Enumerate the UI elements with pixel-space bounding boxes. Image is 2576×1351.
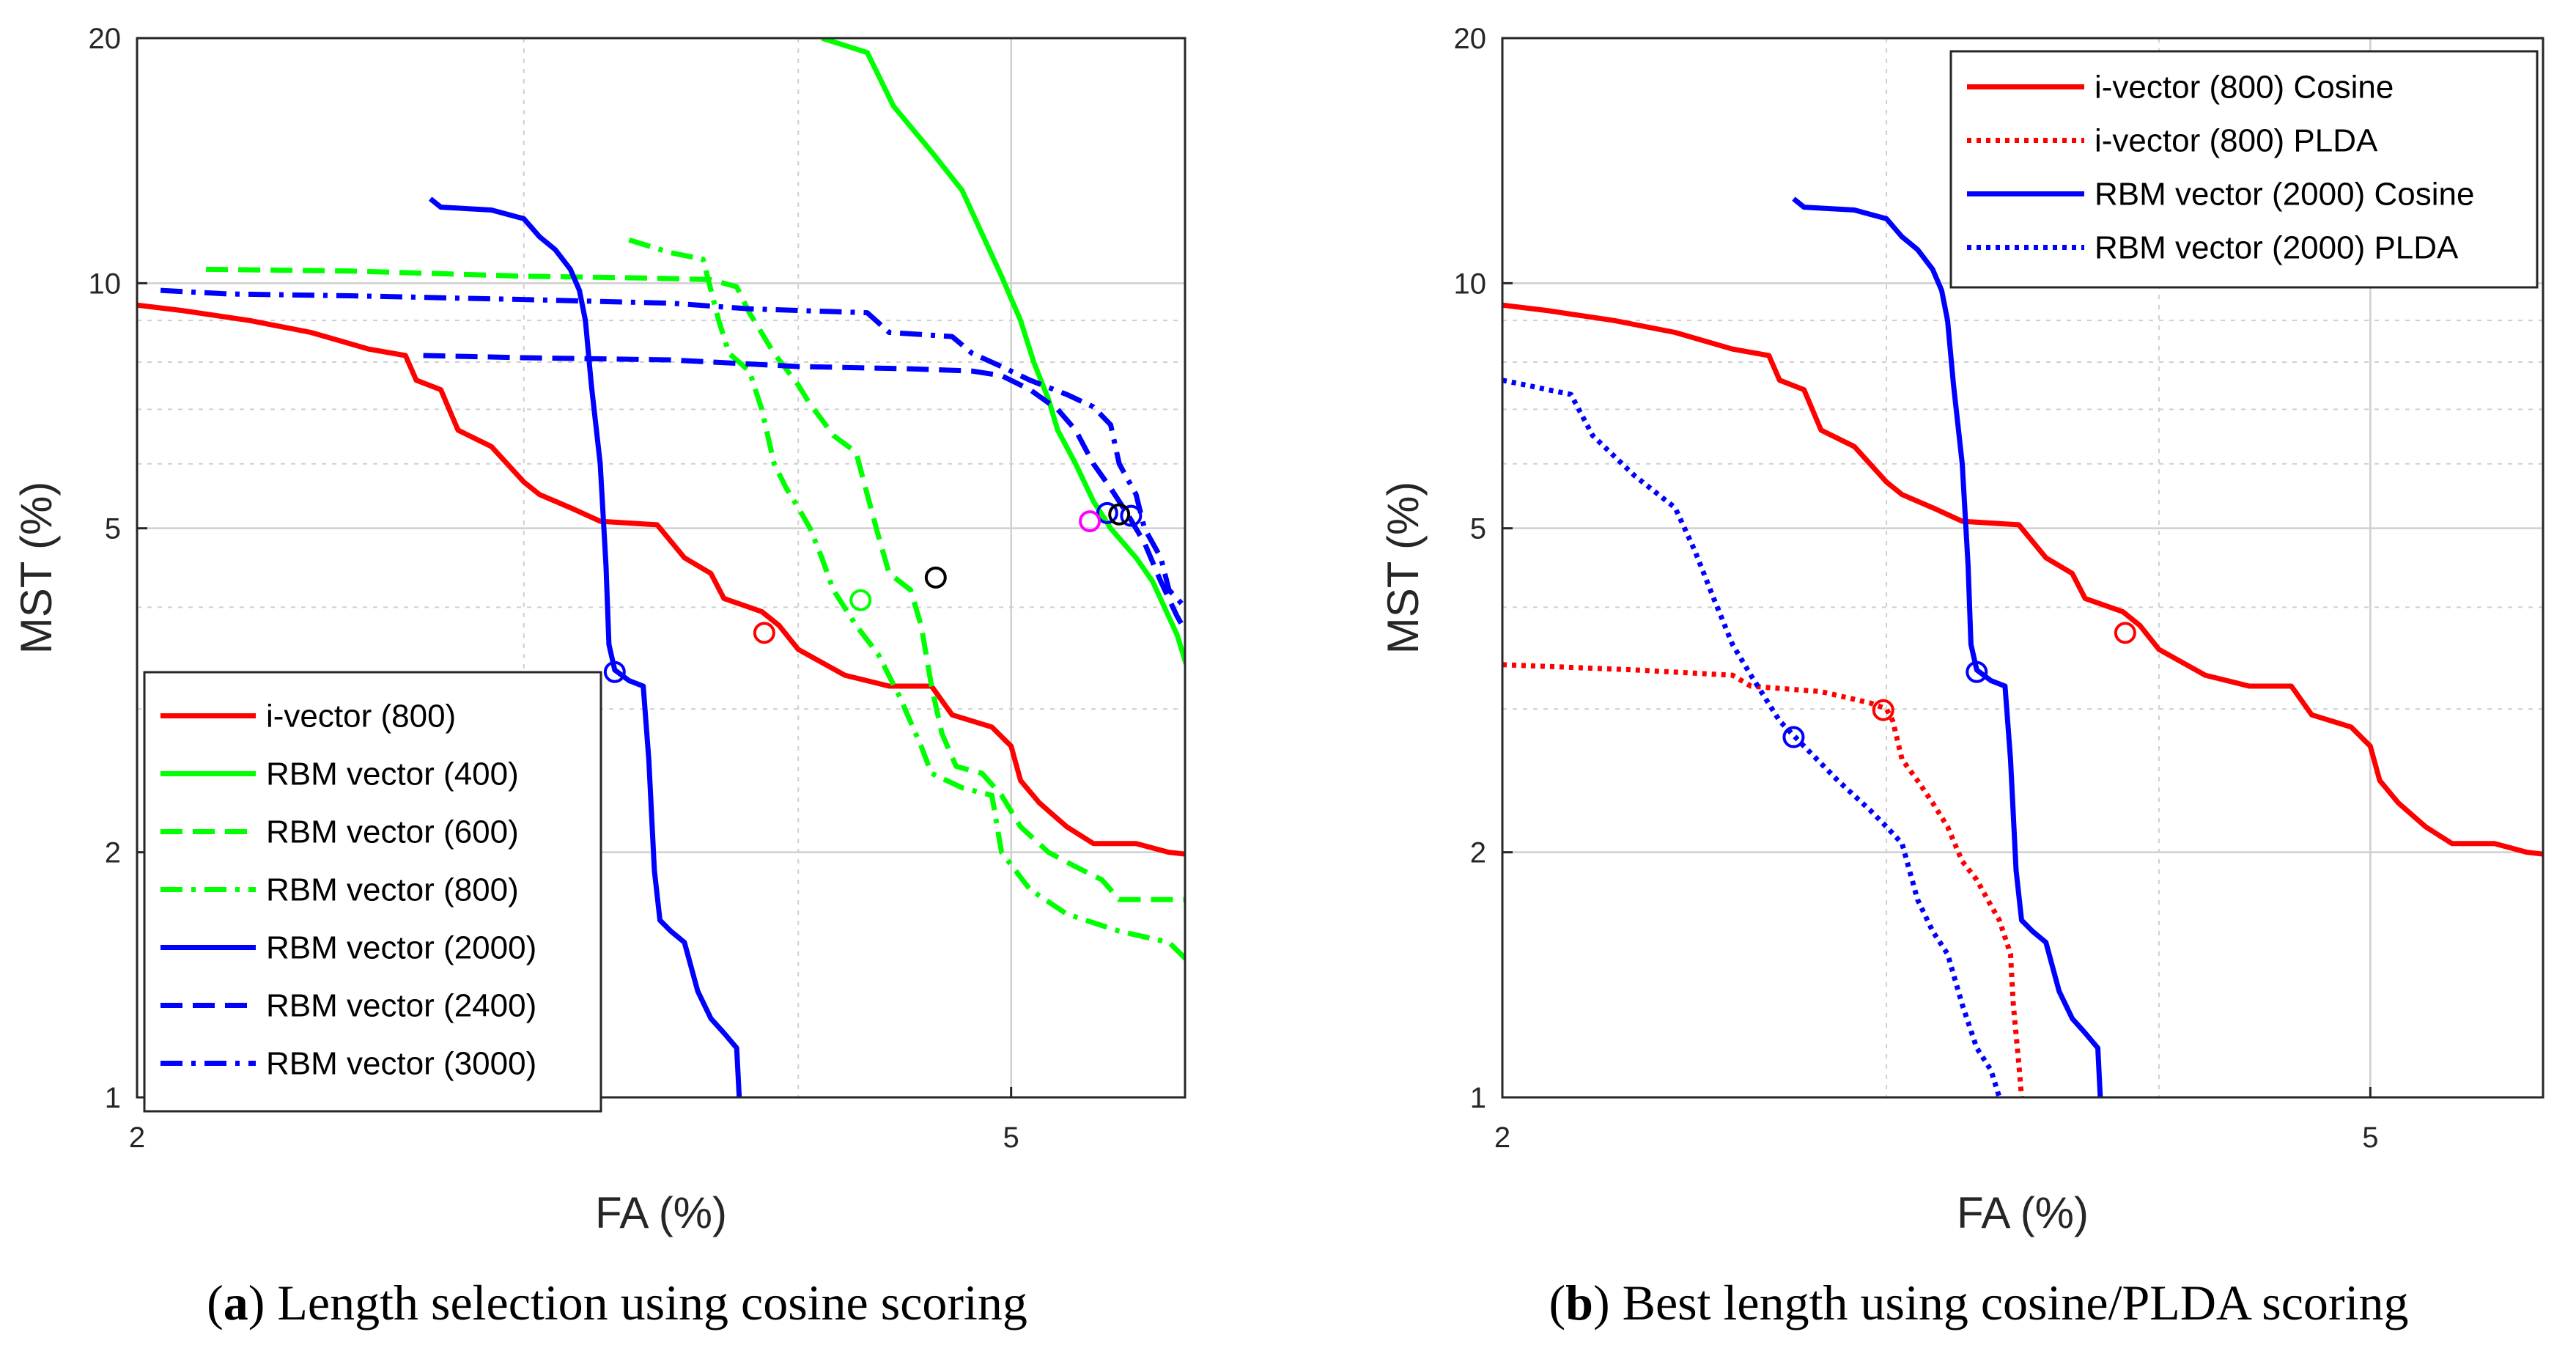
operating-point-marker-5 — [1120, 504, 1143, 527]
legend-box — [1949, 50, 2539, 289]
y-tick-label: 1 — [105, 1082, 121, 1114]
series-line-0 — [137, 302, 1185, 857]
y-tick-label: 5 — [1470, 513, 1486, 545]
operating-point-marker-extra-2 — [1108, 503, 1131, 526]
operating-point-marker-4 — [603, 660, 626, 683]
series-line-6 — [160, 287, 1185, 610]
x-tick-label: 2 — [1494, 1122, 1510, 1154]
legend-label-2: RBM vector (2000) Cosine — [2095, 177, 2474, 213]
operating-point-marker-extra-1 — [924, 566, 947, 589]
legend-label-5: RBM vector (2400) — [266, 988, 536, 1024]
x-tick-label: 5 — [2362, 1122, 2378, 1154]
series-line-2 — [206, 266, 1185, 902]
legend-label-1: RBM vector (400) — [266, 757, 519, 792]
x-axis-title: FA (%) — [1957, 1188, 2089, 1237]
series-line-1 — [1502, 662, 2024, 1097]
series-line-3 — [1502, 378, 2002, 1097]
x-axis-title: FA (%) — [595, 1188, 727, 1237]
caption-tag: a — [224, 1275, 248, 1330]
legend-label-0: i-vector (800) Cosine — [2095, 70, 2394, 106]
y-tick-label: 5 — [105, 513, 121, 545]
legend-label-4: RBM vector (2000) — [266, 930, 536, 966]
y-tick-label: 10 — [1454, 268, 1487, 300]
operating-point-marker-0 — [2114, 622, 2136, 644]
operating-point-marker-3 — [1782, 726, 1805, 748]
y-tick-label: 10 — [89, 268, 122, 300]
x-tick-label: 2 — [129, 1122, 145, 1154]
legend-label-3: RBM vector (2000) PLDA — [2095, 230, 2459, 266]
operating-point-marker-1 — [1872, 699, 1894, 721]
legend: i-vector (800) RBM vector (400) RBM vector… — [143, 671, 602, 1113]
axes-box — [1501, 37, 2544, 1099]
x-tick-label: 5 — [1003, 1122, 1019, 1154]
legend: i-vector (800) Cosine i-vector (800) PLDA… — [1949, 50, 2539, 289]
operating-point-marker-extra-0 — [1079, 510, 1101, 533]
y-tick-label: 2 — [105, 837, 121, 869]
series-line-4 — [429, 196, 742, 1097]
series-line-5 — [423, 353, 1185, 636]
legend-label-2: RBM vector (600) — [266, 814, 519, 850]
y-axis-title: MST (%) — [1379, 482, 1428, 655]
y-axis-title: MST (%) — [12, 482, 61, 655]
series-line-0 — [1502, 302, 2543, 857]
operating-point-marker-2 — [1966, 660, 1988, 683]
y-tick-label: 2 — [1470, 837, 1486, 869]
legend-label-6: RBM vector (3000) — [266, 1046, 536, 1082]
legend-label-0: i-vector (800) — [266, 699, 456, 735]
operating-point-marker-6 — [1096, 501, 1118, 524]
y-tick-label: 20 — [89, 23, 122, 55]
panel-caption: (b) Best length using cosine/PLDA scorin… — [1549, 1275, 2409, 1330]
y-tick-label: 20 — [1454, 23, 1487, 55]
panel-caption: (a) Length selection using cosine scorin… — [207, 1275, 1027, 1330]
legend-label-3: RBM vector (800) — [266, 872, 519, 908]
series-line-2 — [1792, 196, 2103, 1097]
axes-box — [136, 37, 1186, 1099]
operating-point-marker-0 — [753, 622, 775, 644]
caption-tag: b — [1565, 1275, 1593, 1330]
series-line-3 — [628, 238, 1185, 962]
operating-point-marker-3 — [849, 589, 872, 611]
legend-label-1: i-vector (800) PLDA — [2095, 123, 2378, 159]
y-tick-label: 1 — [1470, 1082, 1486, 1114]
series-line-1 — [821, 38, 1185, 669]
